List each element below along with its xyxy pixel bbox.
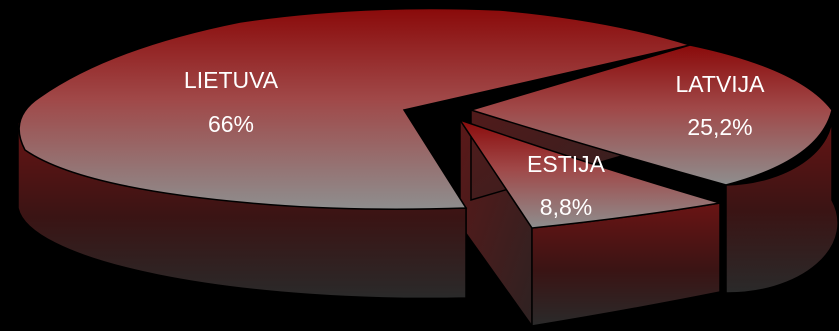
label-lietuva-name: LIETUVA bbox=[184, 67, 279, 93]
label-latvija-value: 25,2% bbox=[687, 114, 752, 140]
label-lietuva-value: 66% bbox=[208, 111, 254, 137]
label-estija-name: ESTIJA bbox=[527, 151, 606, 177]
label-latvija-name: LATVIJA bbox=[675, 71, 765, 97]
label-estija-value: 8,8% bbox=[540, 194, 592, 220]
